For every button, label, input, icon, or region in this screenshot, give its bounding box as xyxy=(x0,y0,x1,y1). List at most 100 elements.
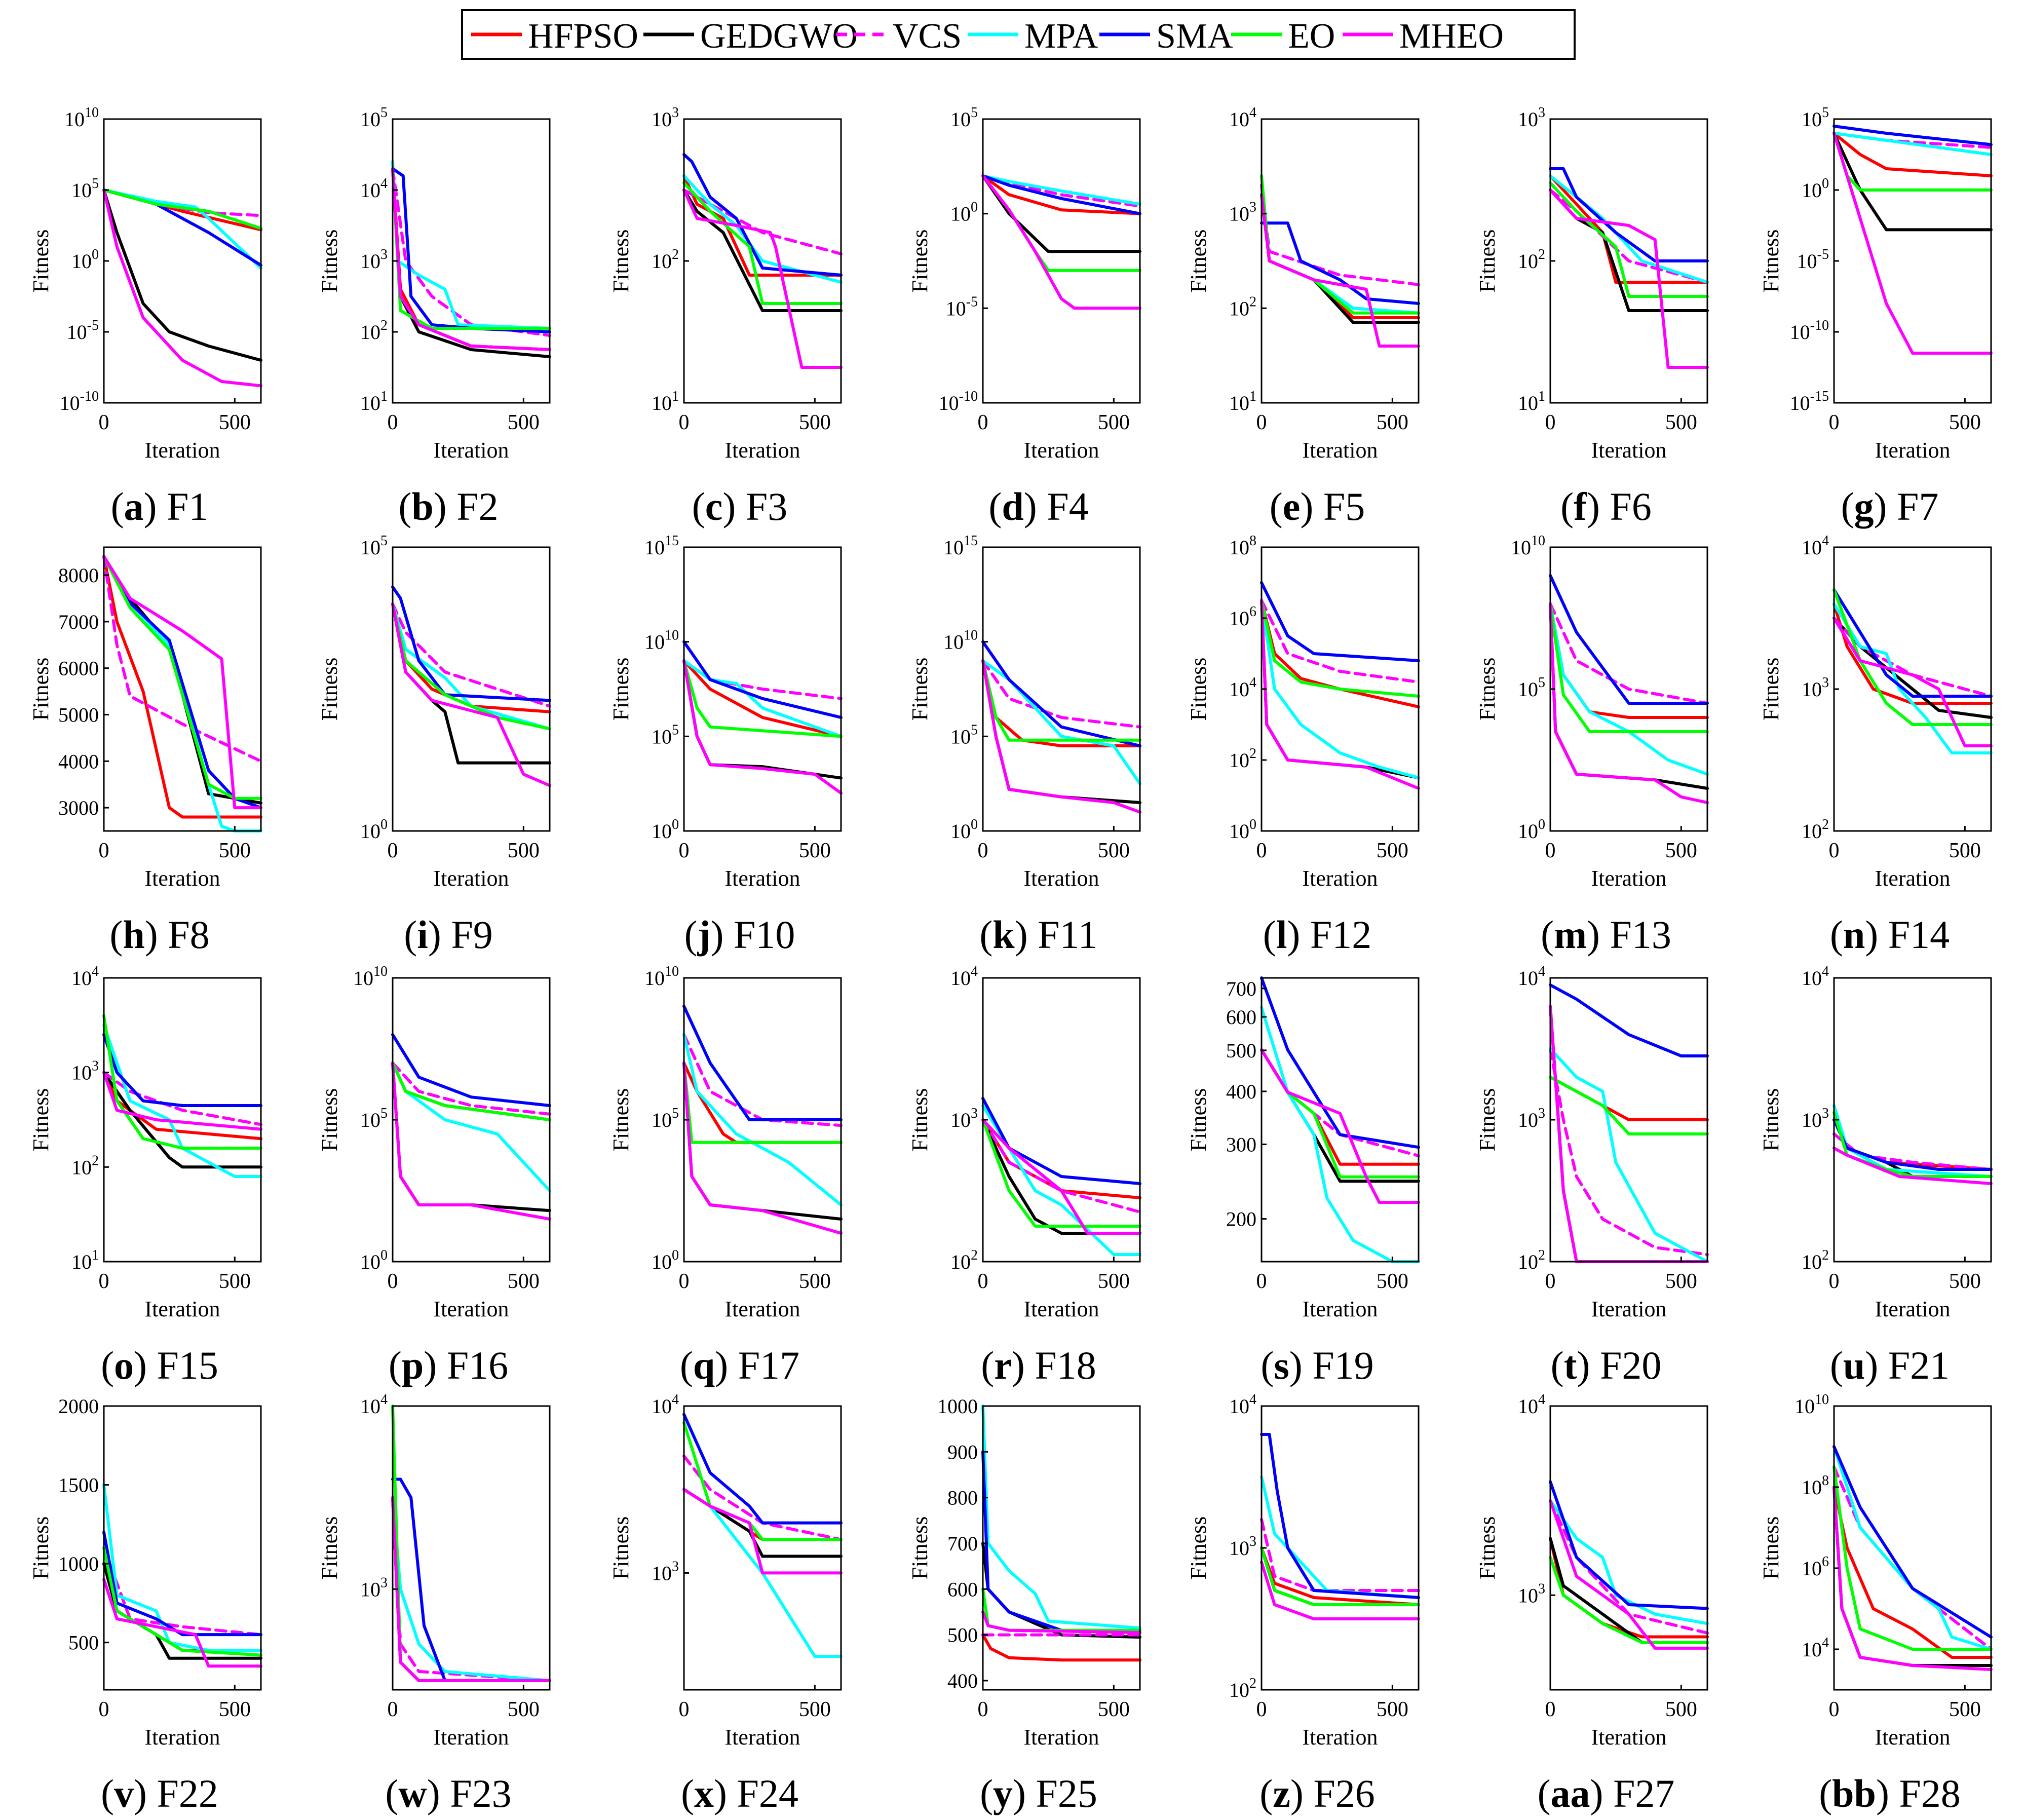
series-line-mheo xyxy=(981,659,1141,814)
series-line-sma xyxy=(391,167,551,333)
y-tick-label: 102 xyxy=(1802,1247,1829,1273)
subplot-f26: 102 103 104 0 500 Iteration Fitness (z) F26 xyxy=(1175,1391,1459,1816)
y-tick-label: 1010 xyxy=(1511,533,1545,559)
series-line-mheo xyxy=(102,1578,262,1668)
y-axis-label: Fitness xyxy=(1475,1516,1500,1580)
y-tick-label: 105 xyxy=(1802,105,1829,131)
series-line-vcs xyxy=(682,1454,843,1541)
y-tick-label: 100 xyxy=(1229,817,1256,843)
y-tick-label: 104 xyxy=(360,176,388,202)
x-tick-label: 0 xyxy=(1545,1270,1556,1293)
caption-function: F12 xyxy=(1310,913,1372,957)
y-tick-label: 105 xyxy=(950,722,978,748)
series-line-mpa xyxy=(102,1483,262,1652)
series-line-mheo xyxy=(391,1061,551,1221)
x-tick-label: 0 xyxy=(1829,1270,1840,1293)
y-axis-label: Fitness xyxy=(1186,1516,1211,1580)
y-tick-label: 100 xyxy=(1802,176,1829,202)
x-axis-label: Iteration xyxy=(433,1725,509,1750)
series-line-sma xyxy=(682,1005,843,1121)
series-line-hfpso xyxy=(1549,1076,1709,1121)
subplot-f9: 100 105 0 500 Iteration Fitness (i) F9 xyxy=(307,532,590,958)
x-tick-label: 500 xyxy=(799,839,831,862)
caption-letter: j xyxy=(697,913,711,957)
caption-function: F17 xyxy=(738,1343,800,1387)
y-tick-label: 102 xyxy=(1802,817,1829,843)
series-line-mpa xyxy=(391,1061,551,1192)
series-line-eo xyxy=(981,659,1141,742)
y-tick-label: 103 xyxy=(652,1559,679,1584)
series-line-mpa xyxy=(981,1405,1141,1630)
y-tick-label: 102 xyxy=(1229,294,1256,320)
series-line-hfpso xyxy=(981,174,1141,215)
y-tick-label: 104 xyxy=(360,1392,388,1418)
series-line-sma xyxy=(1832,1445,1993,1639)
series-line-sma xyxy=(1549,983,1709,1057)
y-tick-label: 104 xyxy=(652,1392,679,1418)
x-axis-label: Iteration xyxy=(1023,1297,1099,1321)
axes-frame xyxy=(1549,1405,1708,1691)
series-line-eo xyxy=(1260,599,1420,698)
x-tick-label: 0 xyxy=(388,1270,398,1293)
x-tick-label: 500 xyxy=(508,411,540,434)
y-tick-label: 104 xyxy=(1518,964,1545,990)
series-line-mheo xyxy=(1549,602,1709,804)
series-line-vcs xyxy=(391,1496,551,1682)
series-line-sma xyxy=(981,1450,1141,1635)
series-line-vcs xyxy=(391,1061,551,1116)
subplot-f5: 101 102 103 104 0 500 Iteration Fitness (e) F5 xyxy=(1175,104,1459,529)
caption-function: F4 xyxy=(1047,484,1089,528)
caption-letter: p xyxy=(401,1343,424,1387)
y-axis-label: Fitness xyxy=(1475,230,1500,293)
axes-frame xyxy=(1833,1405,1992,1691)
y-tick-label: 1010 xyxy=(353,964,388,990)
subplot-f20: 102 103 104 0 500 Iteration Fitness (t) F20 xyxy=(1464,963,1748,1388)
y-tick-label: 105 xyxy=(71,176,99,202)
y-axis-label: Fitness xyxy=(1186,658,1211,721)
series-line-sma xyxy=(981,640,1141,747)
caption-letter: w xyxy=(398,1771,427,1815)
series-line-gedgwo xyxy=(391,1496,551,1682)
series-line-mheo xyxy=(391,167,551,351)
y-tick-label: 3000 xyxy=(58,797,99,819)
plot-svg-f14: 102 103 104 0 500 Iteration Fitness xyxy=(1759,533,1993,891)
axes-frame xyxy=(392,1405,551,1691)
y-tick-label: 1010 xyxy=(644,628,679,654)
x-tick-label: 500 xyxy=(1949,1698,1981,1721)
x-axis-label: Iteration xyxy=(144,1297,220,1321)
y-tick-label: 600 xyxy=(1226,1006,1256,1029)
x-tick-label: 0 xyxy=(99,1698,109,1721)
y-tick-label: 102 xyxy=(1229,1676,1256,1701)
series-line-gedgwo xyxy=(1832,1486,1993,1667)
y-tick-label: 105 xyxy=(360,1106,388,1131)
x-axis-label: Iteration xyxy=(724,866,800,891)
y-tick-label: 104 xyxy=(71,964,99,990)
series-line-eo xyxy=(682,659,843,738)
caption-function: F20 xyxy=(1600,1343,1662,1387)
series-line-mpa xyxy=(981,659,1141,785)
series-line-mpa xyxy=(1260,599,1420,779)
axes-frame xyxy=(1261,1405,1420,1691)
x-tick-label: 500 xyxy=(1377,1698,1408,1721)
x-tick-label: 0 xyxy=(978,411,988,434)
subplot-f23: 103 104 0 500 Iteration Fitness (w) F23 xyxy=(307,1391,590,1816)
y-axis-label: Fitness xyxy=(1759,1516,1783,1580)
y-axis-label: Fitness xyxy=(1186,230,1211,293)
y-tick-label: 104 xyxy=(1229,1392,1256,1418)
y-tick-label: 8000 xyxy=(58,564,99,587)
y-tick-label: 1010 xyxy=(64,105,99,131)
y-axis-label: Fitness xyxy=(907,230,932,293)
series-line-mpa xyxy=(1549,602,1709,776)
x-tick-label: 0 xyxy=(1545,411,1556,434)
series-line-vcs xyxy=(1549,188,1709,284)
series-line-eo xyxy=(102,188,262,230)
x-tick-label: 500 xyxy=(508,1270,540,1293)
y-axis-label: Fitness xyxy=(317,1516,342,1580)
plot-svg-f19: 200 300 400 500 600 700 0 500 Iteration Fitness xyxy=(1186,976,1420,1321)
series-line-mheo xyxy=(1832,1486,1993,1671)
y-tick-label: 100 xyxy=(360,817,388,843)
subplot-caption: (k) F11 xyxy=(979,913,1098,957)
series-line-vcs xyxy=(682,1033,843,1127)
caption-function: F23 xyxy=(450,1771,512,1815)
x-axis-label: Iteration xyxy=(1875,438,1950,463)
